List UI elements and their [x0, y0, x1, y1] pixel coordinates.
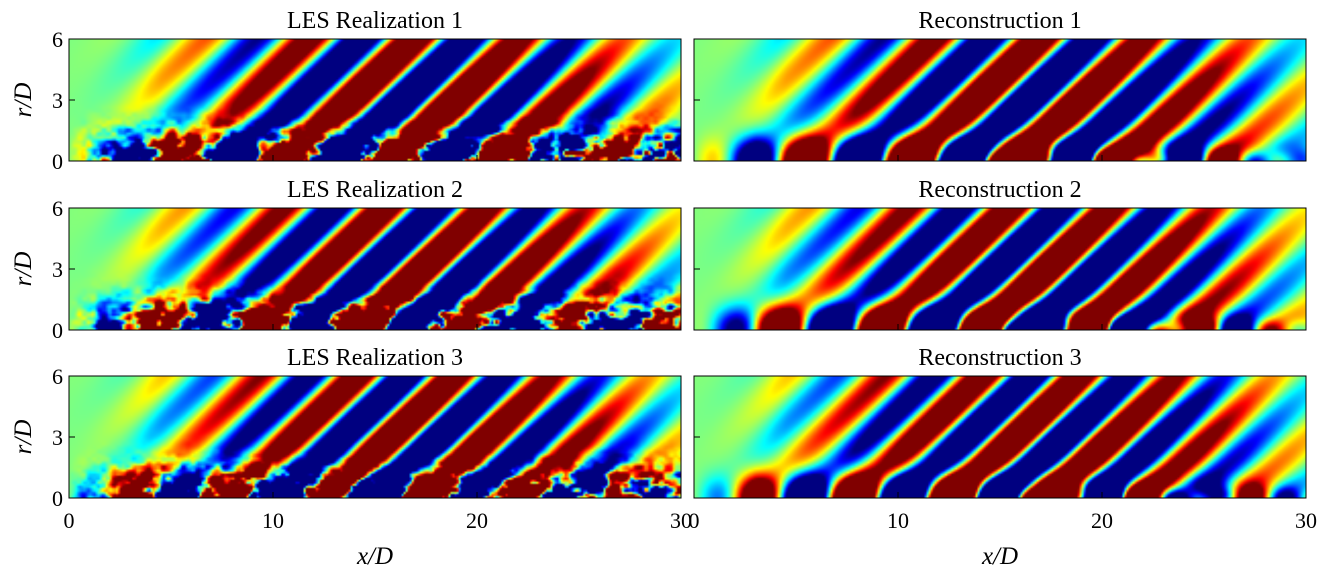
panel-title-5: LES Realization 3	[287, 345, 463, 371]
ytick-label: 6	[52, 27, 63, 52]
panel-title-3: LES Realization 2	[287, 177, 463, 203]
heatmap-field-2	[694, 39, 1306, 161]
panel-title-6: Reconstruction 3	[918, 345, 1081, 371]
ytick-label: 3	[52, 257, 63, 282]
panel-title-4: Reconstruction 2	[918, 177, 1081, 203]
xtick-label: 30	[1295, 508, 1317, 533]
xtick-label: 10	[262, 508, 284, 533]
xtick-label: 0	[689, 508, 700, 533]
xtick-label: 20	[1091, 508, 1113, 533]
y-axis-label: r/D	[10, 420, 37, 455]
panel-title-1: LES Realization 1	[287, 8, 463, 34]
ytick-label: 3	[52, 425, 63, 450]
ytick-label: 0	[52, 486, 63, 511]
xtick-label: 10	[887, 508, 909, 533]
ytick-label: 0	[52, 318, 63, 343]
xtick-label: 30	[670, 508, 692, 533]
ytick-label: 3	[52, 88, 63, 113]
y-axis-label: r/D	[10, 252, 37, 287]
heatmap-field-1	[69, 39, 681, 161]
heatmap-field-4	[694, 208, 1306, 330]
heatmap-field-6	[694, 376, 1306, 498]
heatmap-field-3	[69, 208, 681, 330]
x-axis-label: x/D	[981, 543, 1018, 570]
ytick-label: 6	[52, 364, 63, 389]
xtick-label: 0	[64, 508, 75, 533]
x-axis-label: x/D	[356, 543, 393, 570]
y-axis-label: r/D	[10, 83, 37, 118]
xtick-label: 20	[466, 508, 488, 533]
heatmap-field-5	[69, 376, 681, 498]
ytick-label: 0	[52, 149, 63, 174]
panel-title-2: Reconstruction 1	[918, 8, 1081, 34]
ytick-label: 6	[52, 196, 63, 221]
